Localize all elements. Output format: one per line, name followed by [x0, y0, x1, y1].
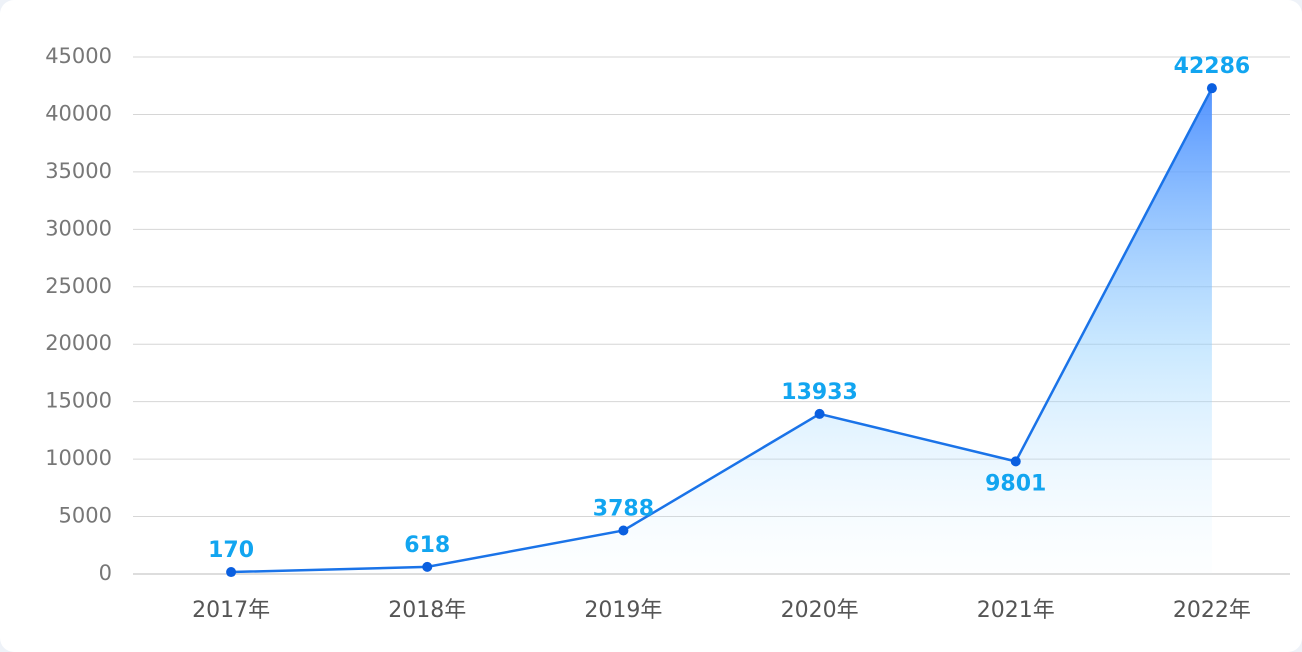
y-tick-label: 35000 [45, 159, 112, 183]
point [1206, 83, 1217, 94]
y-tick-label: 20000 [45, 331, 112, 355]
x-tick-label: 2019年 [584, 598, 662, 623]
value-label: 170 [208, 538, 254, 563]
y-tick-label: 0 [99, 561, 112, 585]
point [814, 408, 825, 419]
x-tick-label: 2022年 [1173, 598, 1251, 623]
point [1010, 456, 1021, 467]
value-label: 42286 [1174, 54, 1251, 79]
line [231, 87, 1214, 574]
y-tick-label: 10000 [45, 446, 112, 470]
y-tick-label: 25000 [45, 274, 112, 298]
x-tick-label: 2017年 [192, 598, 270, 623]
y-tick-label: 30000 [45, 216, 112, 240]
value-label: 13933 [781, 380, 858, 405]
y-tick-label: 5000 [59, 504, 112, 528]
point [422, 561, 433, 572]
x-tick-label: 2021年 [977, 598, 1055, 623]
x-tick-label: 2020年 [781, 598, 859, 623]
value-label: 3788 [593, 496, 654, 521]
point [226, 567, 237, 578]
y-tick-label: 40000 [45, 101, 112, 125]
y-tick-label: 45000 [45, 44, 112, 68]
area [231, 88, 1212, 574]
x-tick-label: 2018年 [388, 598, 466, 623]
value-label: 9801 [985, 471, 1046, 496]
value-label: 618 [404, 533, 450, 558]
point [618, 525, 629, 536]
y-tick-label: 15000 [45, 389, 112, 413]
